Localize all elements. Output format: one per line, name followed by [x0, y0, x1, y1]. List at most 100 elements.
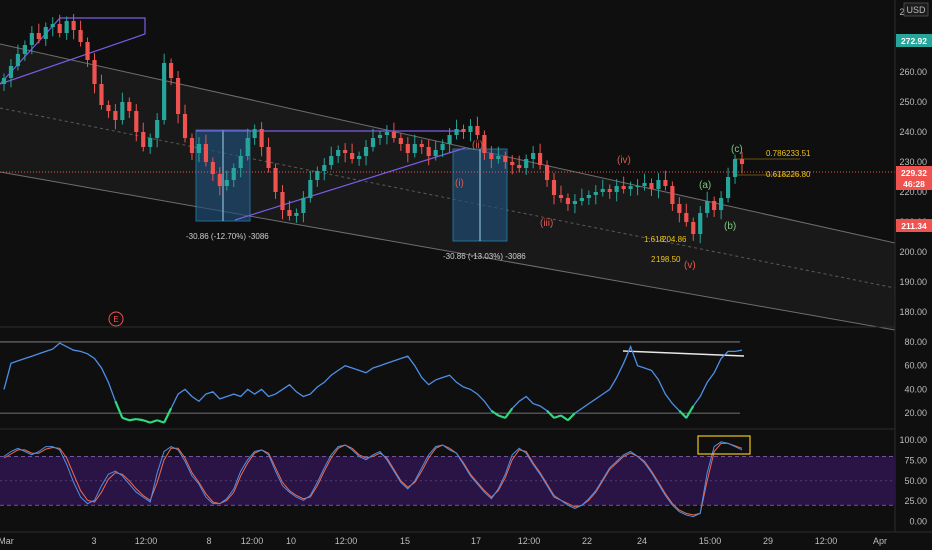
- candle-body[interactable]: [287, 210, 292, 216]
- candle-body[interactable]: [356, 156, 362, 159]
- candle-body[interactable]: [712, 201, 717, 210]
- candle-body[interactable]: [698, 213, 703, 234]
- candle-body[interactable]: [141, 132, 146, 147]
- candle-body[interactable]: [148, 138, 153, 147]
- candle-body[interactable]: [134, 111, 139, 132]
- candle-body[interactable]: [370, 138, 376, 147]
- candle-body[interactable]: [391, 132, 396, 138]
- candle-body[interactable]: [454, 129, 459, 135]
- candle-body[interactable]: [245, 138, 250, 156]
- candle-body[interactable]: [113, 111, 118, 120]
- candle-body[interactable]: [677, 204, 682, 213]
- candle-body[interactable]: [266, 147, 271, 168]
- candle-body[interactable]: [377, 135, 383, 138]
- candle-body[interactable]: [57, 24, 62, 33]
- candle-body[interactable]: [71, 21, 76, 30]
- candle-body[interactable]: [322, 165, 327, 171]
- candle-body[interactable]: [315, 171, 320, 180]
- candle-body[interactable]: [656, 180, 661, 189]
- candle-body[interactable]: [705, 201, 710, 213]
- candle-body[interactable]: [503, 156, 508, 162]
- candle-body[interactable]: [433, 150, 438, 156]
- candle-body[interactable]: [725, 177, 731, 198]
- candle-body[interactable]: [600, 189, 605, 192]
- candle-body[interactable]: [8, 66, 14, 78]
- candle-body[interactable]: [412, 144, 417, 153]
- candle-body[interactable]: [384, 132, 390, 135]
- candle-body[interactable]: [273, 168, 278, 192]
- channel-lower-line[interactable]: [0, 171, 896, 331]
- candle-body[interactable]: [510, 162, 515, 165]
- currency-badge[interactable]: [903, 2, 929, 17]
- candle-body[interactable]: [517, 165, 522, 168]
- candle-body[interactable]: [238, 156, 243, 168]
- candle-body[interactable]: [538, 153, 543, 165]
- candle-body[interactable]: [419, 144, 424, 147]
- candle-body[interactable]: [343, 150, 348, 153]
- candle-body[interactable]: [329, 156, 334, 165]
- candle-body[interactable]: [544, 165, 550, 180]
- candle-body[interactable]: [155, 120, 160, 138]
- candle-body[interactable]: [182, 114, 188, 138]
- candle-body[interactable]: [1, 78, 7, 84]
- candle-body[interactable]: [36, 33, 41, 39]
- candle-body[interactable]: [217, 174, 222, 186]
- candle-body[interactable]: [85, 42, 90, 60]
- candle-body[interactable]: [572, 201, 577, 204]
- candle-body[interactable]: [22, 45, 27, 54]
- candle-body[interactable]: [440, 144, 445, 150]
- candle-body[interactable]: [732, 159, 738, 177]
- candle-body[interactable]: [684, 213, 689, 222]
- candle-body[interactable]: [259, 129, 264, 147]
- candle-body[interactable]: [301, 198, 306, 213]
- candle-body[interactable]: [614, 186, 619, 192]
- candle-body[interactable]: [649, 183, 654, 189]
- candle-body[interactable]: [398, 138, 403, 144]
- candle-body[interactable]: [64, 21, 69, 33]
- candle-body[interactable]: [621, 186, 626, 189]
- candle-body[interactable]: [169, 63, 174, 78]
- candle-body[interactable]: [593, 192, 598, 195]
- candle-body[interactable]: [308, 180, 313, 198]
- candle-body[interactable]: [127, 102, 132, 111]
- candle-body[interactable]: [426, 147, 431, 156]
- candle-body[interactable]: [224, 180, 229, 186]
- candle-body[interactable]: [120, 102, 125, 120]
- candle-body[interactable]: [670, 186, 675, 204]
- candle-body[interactable]: [78, 30, 83, 42]
- candle-body[interactable]: [607, 189, 612, 192]
- event-marker[interactable]: [108, 311, 124, 327]
- candle-body[interactable]: [531, 153, 536, 159]
- candle-body[interactable]: [294, 213, 299, 216]
- candle-body[interactable]: [447, 135, 452, 144]
- candle-body[interactable]: [719, 198, 724, 210]
- trendline-top-left[interactable]: [0, 17, 146, 85]
- candle-body[interactable]: [551, 180, 557, 195]
- candle-body[interactable]: [336, 150, 341, 156]
- candle-body[interactable]: [252, 129, 257, 138]
- candle-body[interactable]: [196, 144, 202, 153]
- candle-body[interactable]: [106, 105, 111, 111]
- candle-body[interactable]: [405, 144, 410, 153]
- candle-body[interactable]: [642, 183, 647, 186]
- candle-body[interactable]: [635, 186, 640, 187]
- candle-body[interactable]: [99, 84, 104, 105]
- stoch-k-line[interactable]: [3, 441, 743, 518]
- stoch-highlight-box[interactable]: [697, 435, 751, 455]
- candle-body[interactable]: [92, 60, 97, 84]
- candle-body[interactable]: [350, 153, 355, 159]
- candle-body[interactable]: [565, 198, 571, 204]
- candle-body[interactable]: [43, 27, 48, 39]
- candle-body[interactable]: [162, 63, 167, 120]
- candle-body[interactable]: [280, 192, 285, 210]
- candle-body[interactable]: [50, 24, 55, 27]
- candle-body[interactable]: [628, 186, 633, 189]
- candle-body[interactable]: [15, 54, 21, 66]
- candle-body[interactable]: [496, 156, 501, 159]
- candle-body[interactable]: [586, 195, 591, 198]
- candle-body[interactable]: [475, 126, 480, 135]
- candle-body[interactable]: [468, 126, 473, 132]
- candle-body[interactable]: [524, 159, 529, 168]
- candle-body[interactable]: [739, 159, 745, 165]
- candle-body[interactable]: [691, 222, 696, 234]
